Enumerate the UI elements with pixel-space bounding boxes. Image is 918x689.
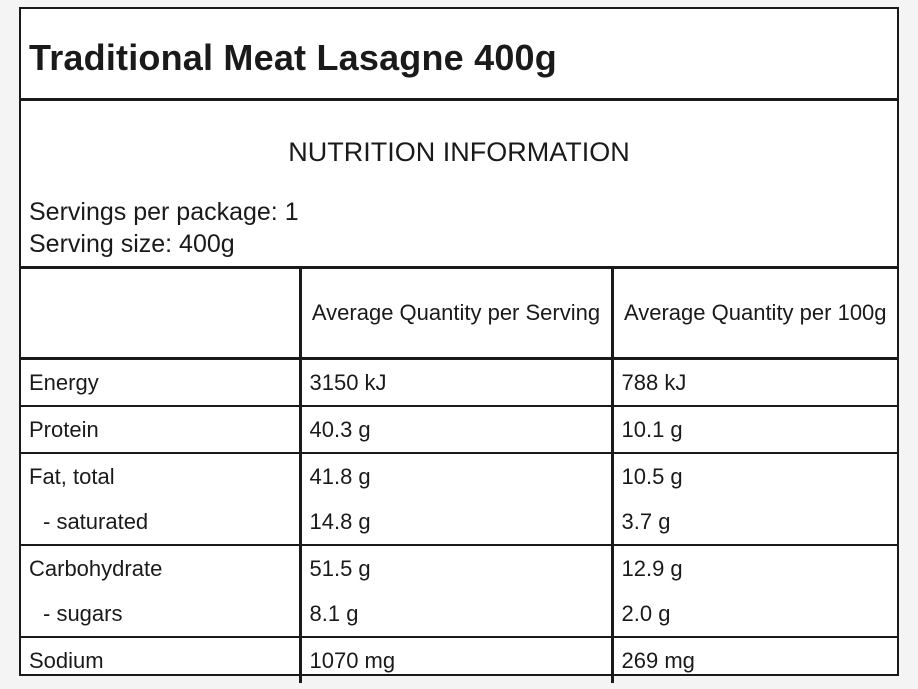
table-header-row: Average Quantity per Serving Average Qua… — [21, 269, 897, 360]
table-row: - saturated 14.8 g 3.7 g — [21, 499, 897, 546]
row-label: Sodium — [21, 637, 302, 683]
header-blank — [21, 269, 302, 360]
header-per-serving: Average Quantity per Serving — [300, 269, 614, 360]
serving-size: Serving size: 400g — [29, 230, 235, 258]
row-per-serving: 51.5 g — [300, 545, 614, 591]
row-per-100g: 2.0 g — [612, 591, 897, 638]
row-per-100g: 10.5 g — [621, 463, 683, 489]
row-label: - sugars — [21, 591, 302, 638]
table-row: Protein 40.3 g 10.1 g — [21, 406, 897, 454]
title-row: Traditional Meat Lasagne 400g — [21, 9, 897, 101]
nutrition-info-block: NUTRITION INFORMATION Servings per packa… — [21, 101, 897, 269]
product-title: Traditional Meat Lasagne 400g — [29, 37, 557, 78]
table-row: Energy 3150 kJ 788 kJ — [21, 358, 897, 407]
row-per-100g: 10.1 g — [612, 406, 897, 454]
nutrition-table: Average Quantity per Serving Average Qua… — [21, 269, 897, 683]
row-label: Protein — [21, 406, 302, 454]
row-per-100g: 12.9 g — [621, 555, 683, 581]
table-row: Carbohydrate 51.5 g 12.9 g — [21, 545, 897, 591]
row-per-100g: 269 mg — [621, 647, 695, 673]
table-row: Fat, total 41.8 g 10.5 g — [21, 453, 897, 499]
nutrition-heading: NUTRITION INFORMATION — [288, 137, 630, 167]
row-per-100g: 788 kJ — [612, 358, 897, 407]
row-label: Carbohydrate — [21, 545, 302, 591]
row-per-serving: 8.1 g — [300, 591, 614, 638]
row-per-serving: 14.8 g — [300, 499, 614, 546]
table-row: Sodium 1070 mg 269 mg — [21, 637, 897, 683]
row-per-serving: 40.3 g — [300, 406, 614, 454]
row-label: Fat, total — [21, 453, 302, 499]
row-per-serving: 41.8 g — [300, 453, 614, 499]
row-label: - saturated — [21, 499, 302, 546]
table-row: - sugars 8.1 g 2.0 g — [21, 591, 897, 638]
row-label: Energy — [21, 358, 302, 407]
header-per-100g: Average Quantity per 100g — [612, 269, 897, 360]
nutrition-panel: Traditional Meat Lasagne 400g NUTRITION … — [19, 7, 899, 683]
servings-per-package: Servings per package: 1 — [29, 198, 299, 226]
row-per-serving: 3150 kJ — [300, 358, 614, 407]
row-per-100g: 3.7 g — [612, 499, 897, 546]
row-per-serving: 1070 mg — [300, 637, 614, 683]
